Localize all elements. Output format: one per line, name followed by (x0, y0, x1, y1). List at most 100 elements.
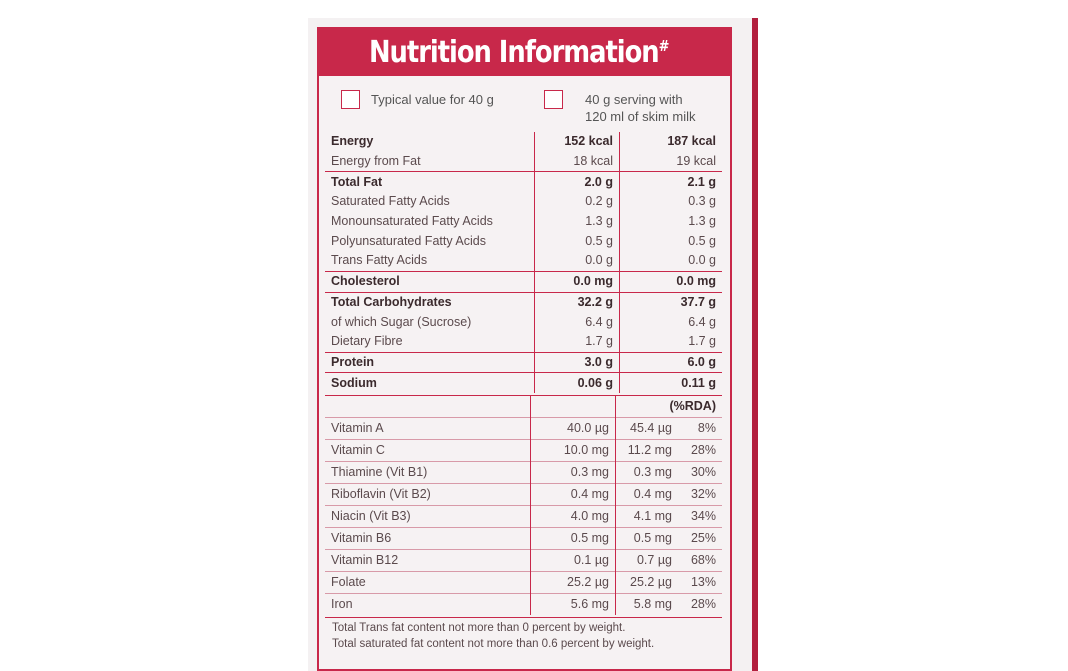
vitamin-row: Riboflavin (Vit B2) 0.4 mg 0.4 mg 32% (325, 483, 722, 506)
vitamin-value-40g: 5.6 mg (530, 593, 616, 615)
column-legend: Typical value for 40 g 40 g serving with… (319, 87, 730, 129)
nutrient-row: Total Fat 2.0 g 2.1 g (325, 171, 722, 193)
nutrient-row: Sodium 0.06 g 0.11 g (325, 372, 722, 393)
nutrient-name: of which Sugar (Sucrose) (331, 314, 472, 329)
value-per-serving: 1.7 g (688, 334, 716, 349)
vitamin-value-serving: 4.1 mg (615, 505, 676, 528)
nutrient-name: Polyunsaturated Fatty Acids (331, 233, 486, 248)
rda-header-blank (530, 395, 616, 418)
vitamin-name: Iron (325, 593, 531, 615)
value-per-serving: 0.3 g (688, 194, 716, 209)
footnote-saturated-fat: Total saturated fat content not more tha… (332, 638, 655, 650)
value-per-40g: 32.2 g (534, 291, 620, 313)
value-per-40g: 152 kcal (534, 132, 620, 152)
nutrient-row: Protein 3.0 g 6.0 g (325, 351, 722, 373)
nutrient-row: Cholesterol 0.0 mg 0.0 mg (325, 270, 722, 292)
value-per-serving: 2.1 g (619, 171, 722, 193)
vitamin-rda: 30% (676, 461, 722, 484)
footnotes: Total Trans fat content not more than 0 … (332, 620, 654, 652)
nutrient-name: Sodium (325, 372, 535, 393)
value-per-serving: 19 kcal (676, 154, 716, 169)
nutrient-name: Cholesterol (325, 270, 535, 292)
vitamin-rda: 68% (676, 549, 722, 572)
vitamin-rda: 8% (676, 417, 722, 440)
vitamin-name: Vitamin B12 (325, 549, 531, 572)
vitamin-row: Vitamin B12 0.1 µg 0.7 µg 68% (325, 549, 722, 572)
nutrient-row: Total Carbohydrates 32.2 g 37.7 g (325, 291, 722, 313)
vitamin-row: Folate 25.2 µg 25.2 µg 13% (325, 571, 722, 594)
value-per-serving: 0.11 g (619, 372, 722, 393)
rda-header-blank (325, 395, 531, 418)
vitamin-name: Thiamine (Vit B1) (325, 461, 531, 484)
vitamin-value-40g: 0.5 mg (530, 527, 616, 550)
vitamin-row: Iron 5.6 mg 5.8 mg 28% (325, 593, 722, 615)
value-per-serving: 187 kcal (667, 134, 716, 149)
vitamin-row: Thiamine (Vit B1) 0.3 mg 0.3 mg 30% (325, 461, 722, 484)
nutrition-title: Nutrition Information# (369, 35, 670, 70)
vitamin-value-serving: 25.2 µg (615, 571, 676, 594)
value-per-serving: 1.3 g (688, 214, 716, 229)
nutrient-row: Energy 152 kcal 187 kcal (325, 132, 722, 152)
vitamin-value-serving: 0.5 mg (615, 527, 676, 550)
value-per-40g: 0.0 g (534, 251, 620, 272)
nutrient-name: Dietary Fibre (331, 334, 403, 349)
nutrient-name: Monounsaturated Fatty Acids (331, 214, 493, 229)
vitamin-row: Vitamin A 40.0 µg 45.4 µg 8% (325, 417, 722, 440)
title-band: Nutrition Information# (319, 29, 730, 76)
vitamin-rda: 25% (676, 527, 722, 550)
nutrient-row: Monounsaturated Fatty Acids 1.3 g 1.3 g (325, 211, 722, 232)
value-per-40g: 0.06 g (534, 372, 620, 393)
value-per-40g: 1.7 g (534, 331, 620, 353)
value-per-40g: 1.3 g (534, 211, 620, 232)
vitamin-row: Vitamin C 10.0 mg 11.2 mg 28% (325, 439, 722, 462)
package-edge (752, 18, 758, 671)
legend-serving-line1: 40 g serving with (585, 92, 683, 107)
vitamin-value-serving: 5.8 mg (615, 593, 676, 615)
legend-serving-line2: 120 ml of skim milk (585, 109, 696, 124)
vitamin-value-serving: 11.2 mg (615, 439, 676, 462)
typical-value-box-icon (341, 90, 360, 109)
vitamin-value-40g: 4.0 mg (530, 505, 616, 528)
nutrient-row: of which Sugar (Sucrose) 6.4 g 6.4 g (325, 312, 722, 332)
value-per-serving: 0.0 g (688, 253, 716, 268)
nutrient-name: Saturated Fatty Acids (331, 194, 450, 209)
value-per-serving: 37.7 g (619, 291, 722, 313)
vitamin-table: (%RDA) Vitamin A 40.0 µg 45.4 µg 8% Vitamin C… (325, 395, 722, 615)
value-per-40g: 0.0 mg (534, 270, 620, 292)
title-mark: # (658, 37, 670, 55)
vitamin-rda: 13% (676, 571, 722, 594)
nutrient-table: Energy 152 kcal 187 kcal Energy from Fat 18 … (325, 132, 722, 393)
vitamin-value-40g: 0.1 µg (530, 549, 616, 572)
value-per-40g: 18 kcal (534, 151, 620, 172)
value-per-serving: 0.0 mg (619, 270, 722, 292)
vitamin-value-40g: 10.0 mg (530, 439, 616, 462)
vitamin-value-40g: 25.2 µg (530, 571, 616, 594)
value-per-serving: 6.4 g (688, 314, 716, 329)
vitamin-row: Niacin (Vit B3) 4.0 mg 4.1 mg 34% (325, 505, 722, 528)
legend-typical: Typical value for 40 g (371, 92, 494, 107)
nutrient-name: Energy (331, 134, 374, 149)
value-per-40g: 2.0 g (534, 171, 620, 193)
nutrient-name: Protein (325, 351, 535, 373)
vitamin-value-serving: 0.7 µg (615, 549, 676, 572)
rda-header: (%RDA) (615, 395, 722, 418)
value-per-40g: 0.2 g (534, 192, 620, 212)
title-text: Nutrition Information (369, 35, 660, 70)
legend-serving: 40 g serving with 120 ml of skim milk (585, 91, 696, 125)
footnote-divider (325, 617, 722, 618)
value-per-serving: 0.5 g (688, 233, 716, 248)
nutrient-row: Polyunsaturated Fatty Acids 0.5 g 0.5 g (325, 231, 722, 252)
vitamin-rda: 32% (676, 483, 722, 506)
vitamin-name: Riboflavin (Vit B2) (325, 483, 531, 506)
nutrient-row: Trans Fatty Acids 0.0 g 0.0 g (325, 251, 722, 272)
vitamin-name: Vitamin B6 (325, 527, 531, 550)
value-per-40g: 0.5 g (534, 231, 620, 252)
value-per-serving: 6.0 g (619, 351, 722, 373)
nutrient-name: Total Carbohydrates (325, 291, 535, 313)
nutrient-name: Trans Fatty Acids (331, 253, 428, 268)
footnote-trans-fat: Total Trans fat content not more than 0 … (332, 622, 626, 634)
vitamin-name: Folate (325, 571, 531, 594)
vitamin-value-40g: 0.4 mg (530, 483, 616, 506)
nutrient-name: Total Fat (325, 171, 535, 193)
vitamin-row: Vitamin B6 0.5 mg 0.5 mg 25% (325, 527, 722, 550)
